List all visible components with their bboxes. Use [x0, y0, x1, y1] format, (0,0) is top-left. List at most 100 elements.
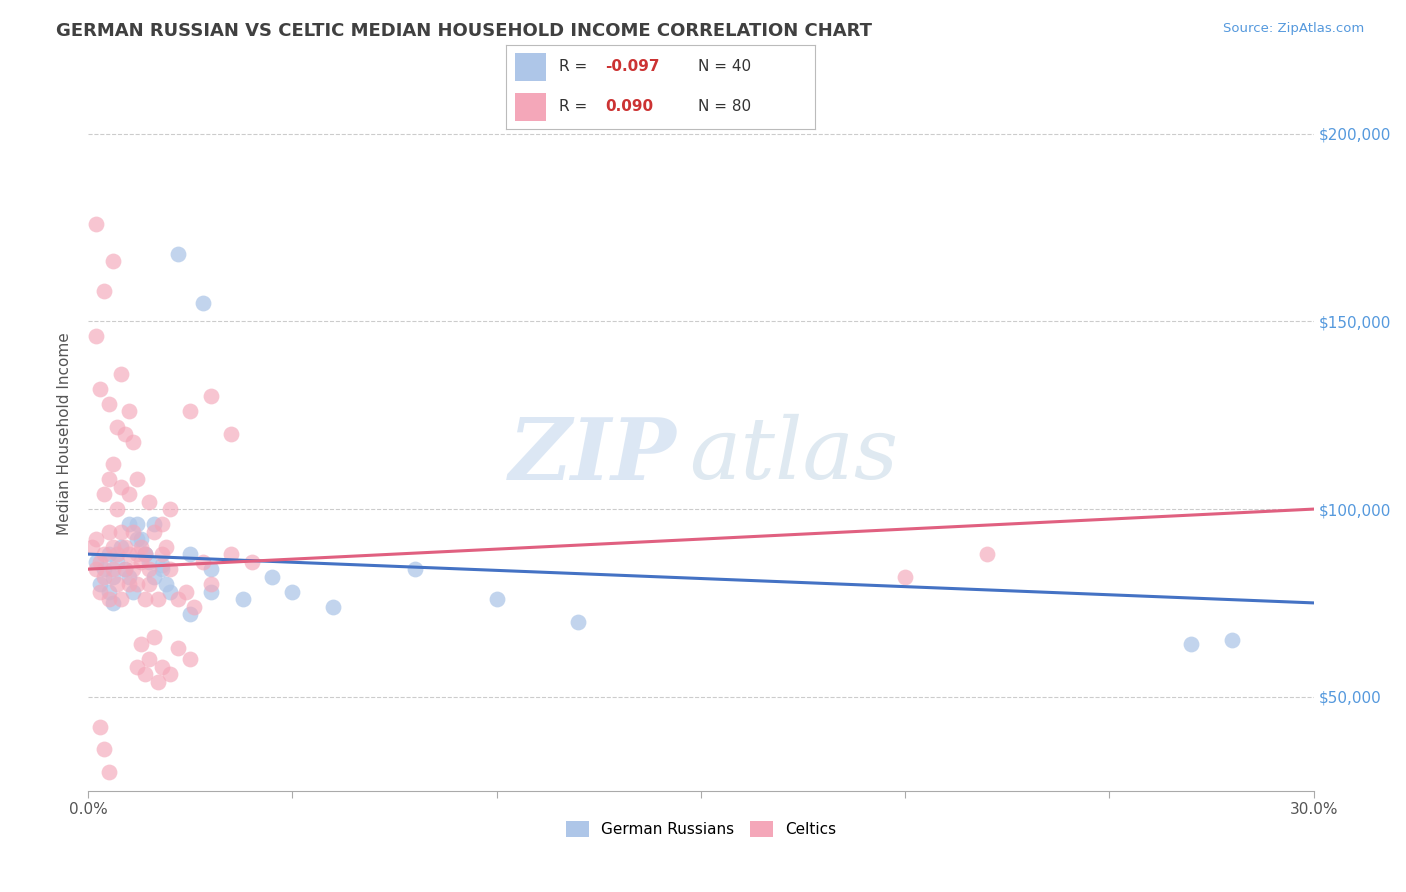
Text: N = 80: N = 80	[697, 99, 751, 114]
Point	[118, 487, 141, 501]
Y-axis label: Median Household Income: Median Household Income	[58, 333, 72, 535]
Point	[183, 599, 205, 614]
Point	[97, 764, 120, 779]
Point	[142, 517, 165, 532]
Point	[134, 592, 156, 607]
Legend: German Russians, Celtics: German Russians, Celtics	[560, 815, 842, 844]
Point	[142, 630, 165, 644]
Point	[146, 674, 169, 689]
Point	[174, 584, 197, 599]
Point	[159, 562, 181, 576]
Point	[200, 577, 222, 591]
Point	[118, 547, 141, 561]
Point	[179, 547, 201, 561]
Point	[129, 637, 152, 651]
Point	[142, 569, 165, 583]
Point	[101, 569, 124, 583]
Text: GERMAN RUSSIAN VS CELTIC MEDIAN HOUSEHOLD INCOME CORRELATION CHART: GERMAN RUSSIAN VS CELTIC MEDIAN HOUSEHOL…	[56, 22, 872, 40]
Point	[138, 555, 160, 569]
Point	[138, 577, 160, 591]
Point	[97, 547, 120, 561]
Point	[118, 517, 141, 532]
Point	[86, 532, 108, 546]
Point	[127, 517, 149, 532]
Point	[232, 592, 254, 607]
Point	[118, 569, 141, 583]
Point	[146, 592, 169, 607]
Point	[89, 584, 111, 599]
Point	[86, 217, 108, 231]
Point	[150, 659, 173, 673]
Point	[179, 404, 201, 418]
Text: ZIP: ZIP	[509, 414, 676, 497]
Point	[138, 562, 160, 576]
Point	[97, 584, 120, 599]
Point	[82, 540, 104, 554]
Text: N = 40: N = 40	[697, 59, 751, 74]
Point	[86, 329, 108, 343]
Point	[86, 562, 108, 576]
Point	[110, 479, 132, 493]
Point	[127, 577, 149, 591]
Point	[93, 562, 115, 576]
Point	[122, 524, 145, 539]
Point	[114, 540, 136, 554]
Point	[89, 382, 111, 396]
Point	[138, 494, 160, 508]
Point	[150, 547, 173, 561]
Point	[122, 434, 145, 449]
Point	[150, 562, 173, 576]
Point	[105, 419, 128, 434]
Point	[122, 562, 145, 576]
Point	[97, 472, 120, 486]
Point	[1180, 637, 1202, 651]
Point	[167, 640, 190, 655]
Point	[150, 558, 173, 573]
Point	[110, 592, 132, 607]
Point	[167, 247, 190, 261]
Point	[110, 540, 132, 554]
Point	[93, 569, 115, 583]
Point	[101, 596, 124, 610]
FancyBboxPatch shape	[516, 93, 547, 120]
Point	[93, 285, 115, 299]
Point	[179, 652, 201, 666]
Point	[485, 592, 508, 607]
Point	[110, 367, 132, 381]
Point	[129, 532, 152, 546]
Point	[97, 592, 120, 607]
Point	[118, 404, 141, 418]
Point	[110, 524, 132, 539]
Point	[567, 615, 589, 629]
Point	[93, 487, 115, 501]
Point	[97, 397, 120, 411]
Text: -0.097: -0.097	[605, 59, 659, 74]
Point	[101, 457, 124, 471]
Point	[260, 569, 283, 583]
Point	[142, 524, 165, 539]
Point	[191, 295, 214, 310]
Point	[159, 667, 181, 681]
Point	[101, 540, 124, 554]
Point	[127, 532, 149, 546]
Point	[97, 524, 120, 539]
Point	[281, 584, 304, 599]
Point	[114, 427, 136, 442]
Point	[89, 720, 111, 734]
Point	[322, 599, 344, 614]
Text: R =: R =	[558, 99, 592, 114]
Text: 0.090: 0.090	[605, 99, 654, 114]
Point	[105, 502, 128, 516]
Point	[105, 555, 128, 569]
Point	[200, 584, 222, 599]
Point	[114, 562, 136, 576]
FancyBboxPatch shape	[516, 54, 547, 81]
Point	[159, 502, 181, 516]
Point	[127, 659, 149, 673]
Point	[134, 547, 156, 561]
Point	[86, 555, 108, 569]
Point	[89, 577, 111, 591]
Point	[155, 540, 177, 554]
Point	[89, 555, 111, 569]
Text: R =: R =	[558, 59, 592, 74]
